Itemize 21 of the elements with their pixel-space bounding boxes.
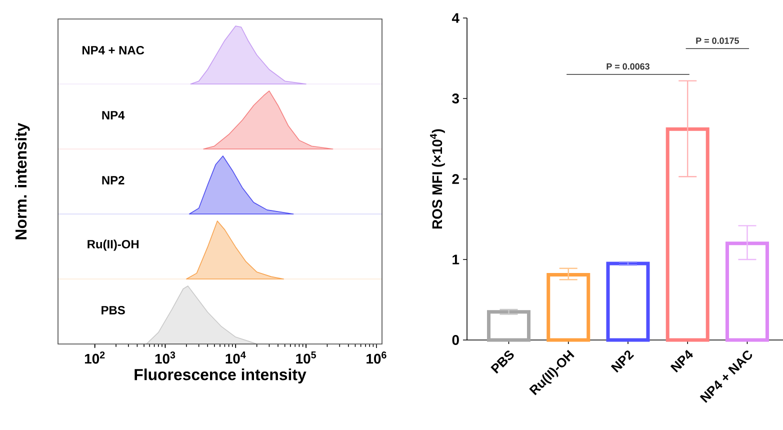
x-tick-label: 10$^{3}$ [155, 352, 176, 364]
x-tick-label: 10$^{5}$ [296, 352, 316, 364]
x-axis-title: Fluorescence intensity [134, 368, 306, 384]
y-axis-title: ROS MFI (×10$^{4}$) [430, 129, 445, 229]
y-axis-title: Norm. intensity [14, 122, 30, 240]
annotation: PBS [102, 306, 125, 314]
y-tick-label: 1 [452, 254, 460, 264]
annotation: NP4 + NAC [82, 46, 144, 54]
annotation: P = 0.0063 [606, 63, 650, 70]
x-tick-label: 10$^{6}$ [366, 352, 386, 364]
annotation: Ru(II)-OH [88, 240, 139, 251]
x-tick-label: 10$^{4}$ [226, 352, 246, 364]
annotation: P = 0.0175 [696, 38, 739, 44]
x-tick-label: 10$^{2}$ [84, 352, 105, 364]
y-tick-label: 4 [452, 13, 460, 23]
y-tick-label: 0 [452, 335, 459, 345]
annotation: NP4 [102, 111, 125, 120]
annotation: NP2 [102, 176, 124, 184]
y-tick-label: 3 [452, 94, 459, 104]
y-tick-label: 2 [452, 174, 459, 184]
x-tick-label: NP2 [610, 350, 634, 373]
